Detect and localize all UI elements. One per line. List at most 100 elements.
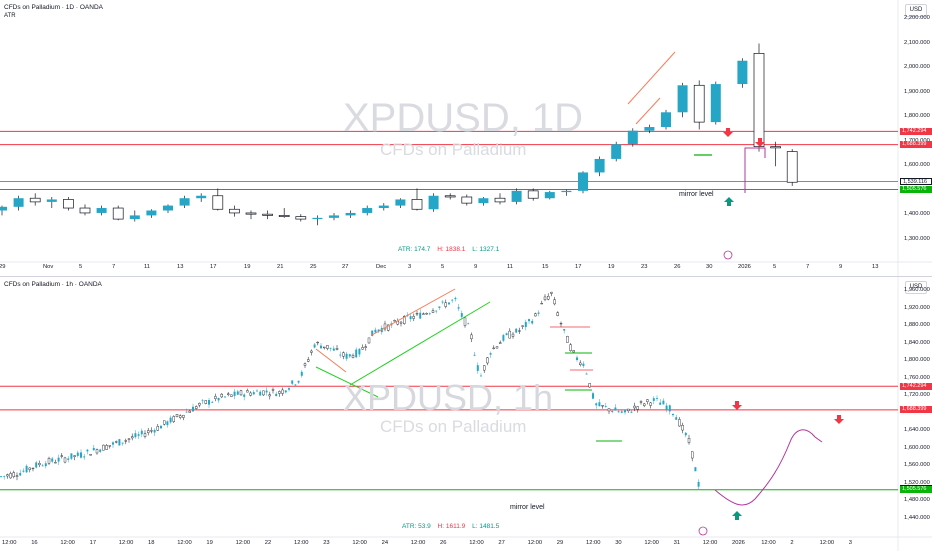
- down-arrow-icon: [755, 138, 765, 147]
- price-tag: 1,505.576: [900, 486, 932, 494]
- currency-label[interactable]: USD: [905, 4, 927, 17]
- hourly-chart-canvas[interactable]: [0, 277, 932, 551]
- candle-body: [201, 400, 204, 402]
- price-axis-label: 1,800.000: [904, 357, 930, 363]
- candle-body: [473, 354, 476, 356]
- currency-label[interactable]: USD: [905, 281, 927, 294]
- time-axis-label: 13: [177, 264, 184, 270]
- candle-body: [444, 195, 456, 198]
- time-axis-label: 27: [498, 540, 505, 546]
- candle-body: [15, 475, 19, 477]
- price-tag: 1,742.294: [900, 382, 932, 390]
- time-axis-label: 2: [790, 540, 794, 546]
- candle-body: [461, 196, 473, 204]
- hourly-chart-title: CFDs on Palladium · 1h · OANDA: [4, 281, 102, 288]
- candle-body: [127, 438, 131, 440]
- price-axis-label: 1,520.000: [904, 479, 930, 486]
- price-axis-label: 1,800.000: [904, 113, 930, 120]
- candle-body: [534, 313, 537, 317]
- candle-body: [96, 208, 107, 213]
- candle-body: [265, 390, 268, 393]
- time-axis-label: 30: [615, 540, 622, 546]
- candle-body: [288, 388, 290, 390]
- candle-body: [229, 208, 240, 214]
- candle-body: [569, 344, 572, 351]
- time-axis-label: 12:00: [177, 540, 192, 546]
- candle-body: [403, 316, 406, 324]
- candle-body: [0, 206, 7, 211]
- price-tag: 1,688.399: [900, 406, 932, 414]
- candle-body: [677, 85, 688, 113]
- candle-body: [627, 408, 630, 412]
- candle-body: [47, 458, 51, 464]
- candle-body: [130, 436, 134, 439]
- candle-body: [378, 205, 389, 209]
- daily-chart-pane[interactable]: CFDs on Palladium · 1D · OANDA ATR XPDUS…: [0, 0, 932, 276]
- candle-body: [114, 441, 118, 443]
- candle-body: [579, 362, 582, 365]
- candle-body: [310, 350, 313, 353]
- time-axis-label: 29: [0, 264, 6, 270]
- candle-body: [9, 473, 12, 479]
- time-axis-label: 9: [839, 264, 843, 270]
- time-axis-label: 23: [641, 264, 648, 270]
- atr-indicator-label[interactable]: ATR: [4, 13, 16, 19]
- price-axis-label: 1,300.000: [904, 235, 930, 242]
- candle-body: [411, 199, 423, 210]
- atr-value: ATR: 53.9: [402, 523, 431, 530]
- candle-body: [396, 321, 399, 325]
- daily-chart-canvas[interactable]: [0, 0, 932, 276]
- time-axis-label: 7: [806, 264, 810, 270]
- candle-body: [553, 299, 556, 305]
- price-tag: 1,539.116: [900, 177, 932, 185]
- candle-body: [770, 146, 781, 149]
- candle-body: [358, 348, 361, 355]
- atr-readout: ATR: 53.9 H: 1611.9 L: 1481.5: [402, 523, 504, 530]
- wedge-lower-line: [315, 366, 379, 398]
- candle-body: [134, 433, 137, 438]
- candle-body: [73, 455, 76, 457]
- hourly-chart-pane[interactable]: CFDs on Palladium · 1h · OANDA XPDUSD, 1…: [0, 276, 932, 551]
- candle-body: [753, 53, 765, 148]
- time-axis-label: 12:00: [702, 540, 718, 546]
- candle-body: [211, 401, 214, 403]
- candle-body: [226, 393, 230, 395]
- candle-body: [508, 330, 511, 339]
- candle-body: [624, 410, 626, 413]
- price-tag: 1,505.576: [900, 185, 932, 193]
- instrument-watermark: CFDs on Palladium: [380, 417, 527, 436]
- candle-body: [291, 380, 294, 384]
- candle-body: [527, 190, 539, 199]
- candle-body: [137, 434, 140, 436]
- candle-body: [12, 472, 16, 477]
- candle-body: [297, 380, 300, 383]
- wedge-upper-line: [315, 348, 347, 373]
- candle-body: [460, 313, 463, 317]
- candle-body: [537, 312, 540, 314]
- down-arrow-icon: [723, 128, 733, 137]
- candle-body: [550, 291, 553, 294]
- candle-body: [576, 357, 578, 361]
- time-axis-label: 12:00: [352, 540, 367, 546]
- candle-body: [108, 445, 112, 447]
- candle-body: [169, 417, 172, 423]
- candle-body: [659, 402, 662, 405]
- candle-body: [585, 373, 588, 375]
- candle-body: [281, 389, 284, 394]
- candle-body: [694, 467, 697, 472]
- candle-body: [492, 347, 495, 349]
- time-axis-label: 17: [575, 264, 582, 270]
- time-axis-label: 13: [872, 264, 879, 270]
- candle-body: [524, 321, 527, 328]
- time-axis-label: 5: [441, 264, 445, 270]
- candle-body: [150, 430, 153, 432]
- candle-body: [124, 440, 128, 442]
- channel-upper-line: [627, 51, 676, 105]
- candle-body: [25, 465, 28, 473]
- atr-high: H: 1838.1: [437, 246, 466, 253]
- candle-body: [198, 403, 201, 406]
- candle-body: [563, 329, 566, 331]
- candle-body: [594, 158, 605, 173]
- candle-body: [41, 465, 44, 467]
- candle-body: [419, 312, 422, 319]
